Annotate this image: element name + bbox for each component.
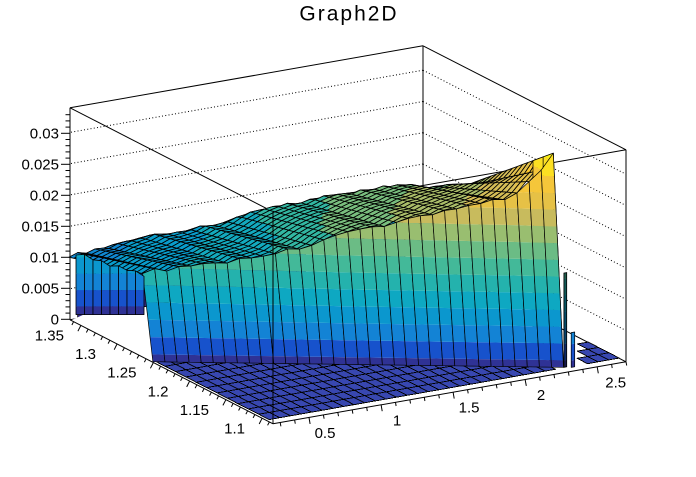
svg-text:1.2: 1.2 xyxy=(148,383,169,400)
svg-text:1.35: 1.35 xyxy=(35,328,64,345)
svg-text:0: 0 xyxy=(51,312,59,329)
svg-text:0.02: 0.02 xyxy=(30,188,59,205)
svg-text:1.15: 1.15 xyxy=(180,402,209,419)
svg-text:1.3: 1.3 xyxy=(75,346,96,363)
svg-text:1.5: 1.5 xyxy=(459,400,480,417)
svg-text:0.03: 0.03 xyxy=(30,126,59,143)
svg-text:1.25: 1.25 xyxy=(107,365,136,382)
svg-text:0.5: 0.5 xyxy=(315,425,336,442)
svg-text:2.5: 2.5 xyxy=(605,374,626,391)
svg-text:Graph2D: Graph2D xyxy=(299,3,398,26)
svg-text:0.01: 0.01 xyxy=(30,250,59,267)
svg-text:0.025: 0.025 xyxy=(21,157,59,174)
svg-text:2: 2 xyxy=(537,387,545,404)
svg-text:0.015: 0.015 xyxy=(21,219,59,236)
svg-text:1.1: 1.1 xyxy=(224,420,245,437)
svg-text:0.005: 0.005 xyxy=(21,281,59,298)
svg-text:1: 1 xyxy=(393,412,401,429)
